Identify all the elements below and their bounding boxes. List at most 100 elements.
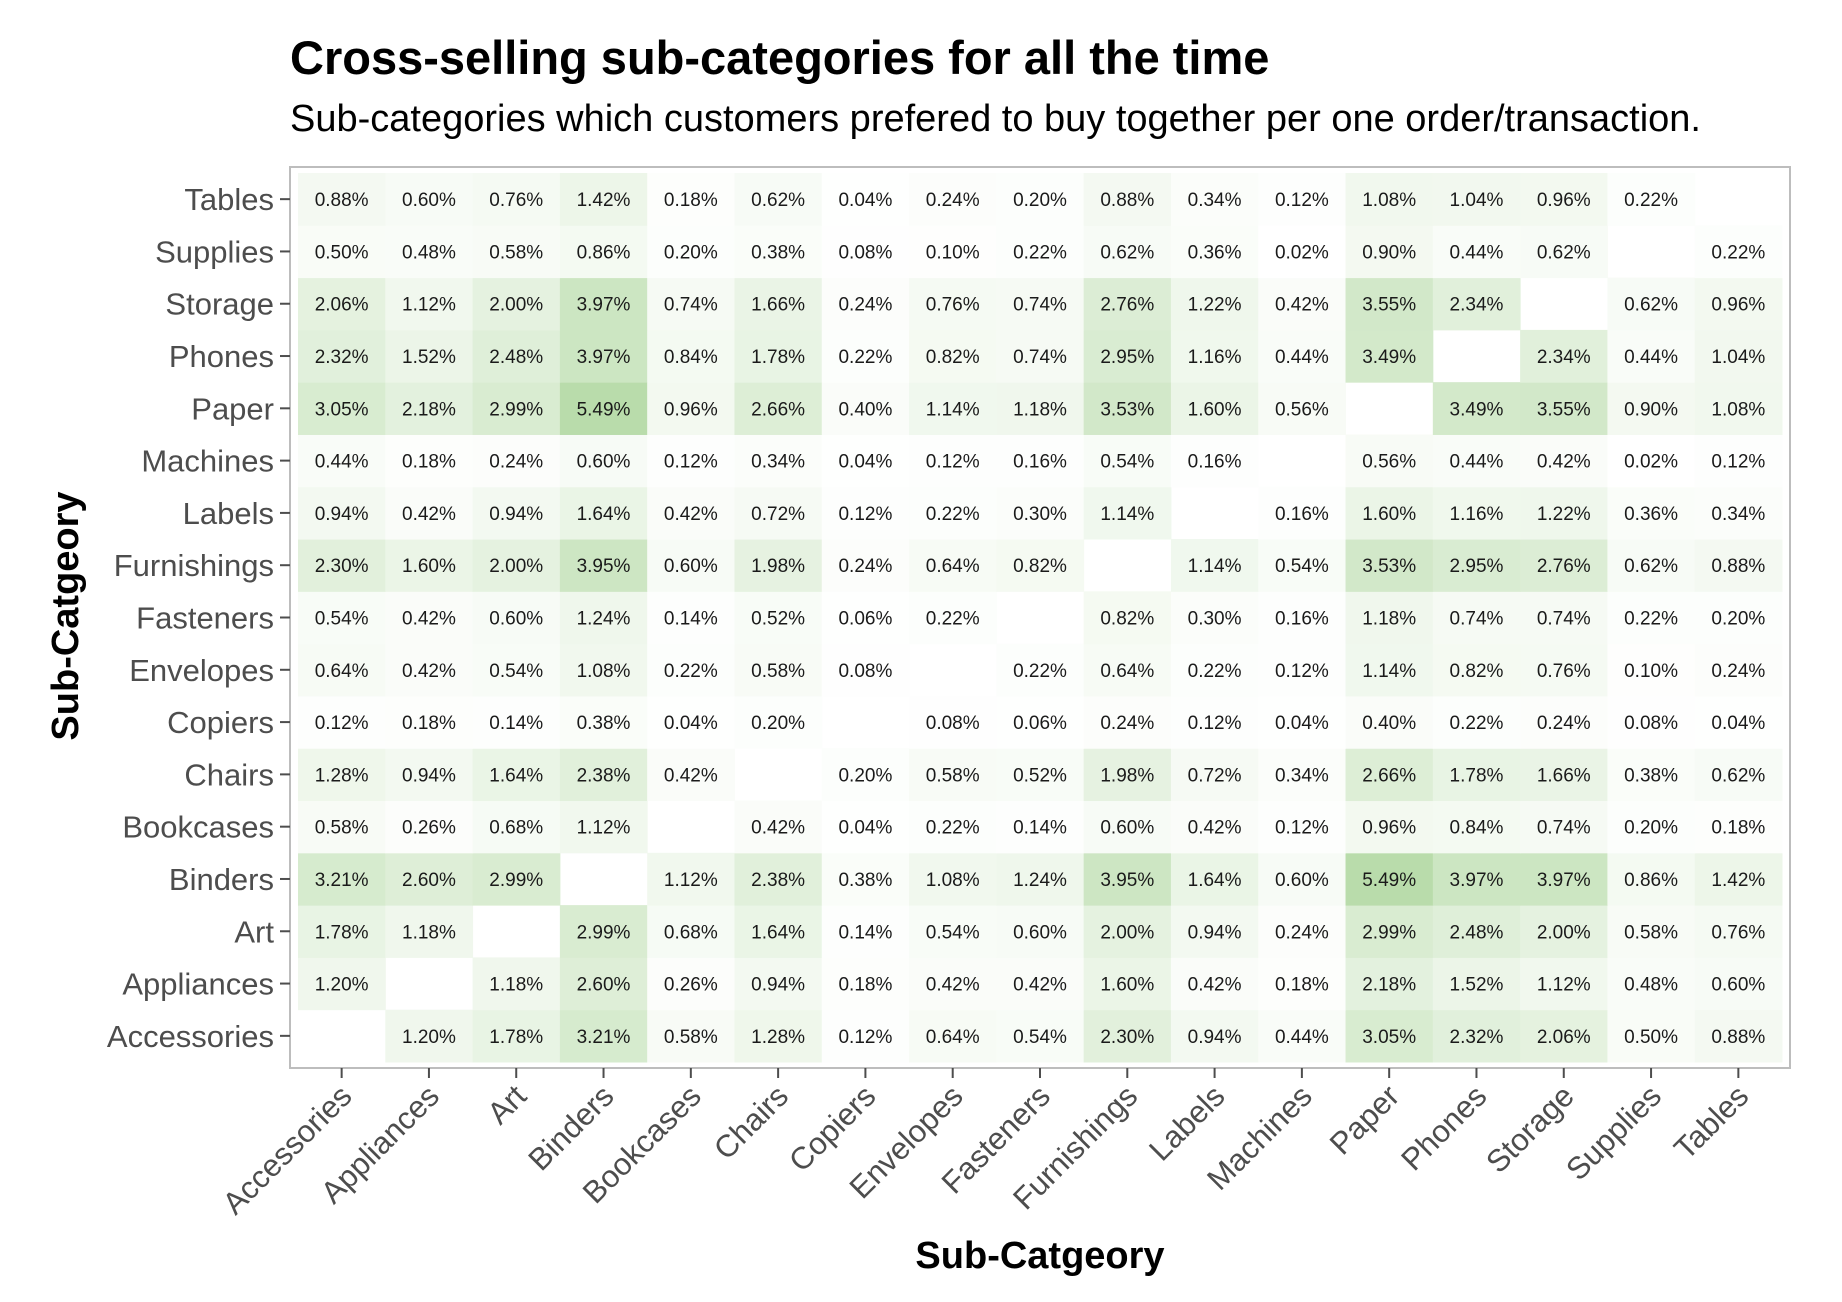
heatmap-cell (909, 695, 997, 749)
heatmap-cell (821, 434, 910, 488)
heatmap-cell (1694, 643, 1783, 697)
heatmap-cell (472, 1009, 561, 1063)
cell-value-label: 0.86% (1624, 870, 1678, 891)
heatmap-cell (1083, 329, 1172, 383)
cell-value-label: 0.42% (1188, 975, 1242, 996)
cell-value-label: 1.42% (577, 190, 631, 211)
heatmap-cell (1520, 695, 1608, 749)
heatmap-cell (647, 539, 735, 592)
heatmap-cell (1083, 434, 1172, 488)
heatmap-cell (1170, 695, 1259, 749)
heatmap-cell (385, 1009, 474, 1063)
heatmap-cell (559, 539, 648, 592)
heatmap-cell (821, 748, 910, 802)
heatmap-cell (1607, 957, 1696, 1011)
heatmap-cell (1607, 434, 1696, 488)
cell-value-label: 0.24% (1537, 713, 1591, 734)
cell-value-label: 0.60% (1100, 818, 1154, 839)
heatmap-cell (1694, 225, 1783, 279)
heatmap-cell (1432, 434, 1521, 488)
cell-value-label: 0.44% (315, 452, 369, 473)
cell-value-label: 0.62% (1624, 556, 1678, 577)
heatmap-cell (559, 486, 648, 540)
heatmap-cell (1432, 852, 1521, 906)
heatmap-cell (1432, 643, 1521, 697)
heatmap-cell (1520, 539, 1608, 592)
y-tick-label: Machines (141, 444, 274, 479)
heatmap-cell (1170, 434, 1259, 488)
chart-title: Cross-selling sub-categories for all the… (290, 31, 1270, 84)
heatmap-cell (909, 852, 997, 906)
cell-value-label: 0.96% (664, 399, 718, 420)
heatmap-cell (559, 695, 648, 749)
chart-subtitle: Sub-categories which customers prefered … (290, 98, 1701, 140)
heatmap-cell (821, 486, 910, 540)
cell-value-label: 1.64% (577, 504, 631, 525)
heatmap-cell (1607, 695, 1696, 749)
cell-value-label: 0.68% (664, 922, 718, 943)
cell-value-label: 0.26% (402, 818, 456, 839)
heatmap-cell (1083, 852, 1172, 906)
cell-value-label: 1.04% (1711, 347, 1765, 368)
heatmap-cell (909, 591, 997, 645)
heatmap-cell (472, 382, 561, 435)
cell-value-label: 0.76% (1537, 661, 1591, 682)
heatmap-cell (1432, 957, 1521, 1011)
heatmap-cell (1607, 852, 1696, 906)
heatmap-cell (385, 173, 474, 226)
cell-value-label: 1.42% (1711, 870, 1765, 891)
heatmap-cell (821, 591, 910, 645)
heatmap-cell (734, 591, 823, 645)
cell-value-label: 3.21% (577, 1027, 631, 1048)
cell-value-label: 1.18% (1013, 399, 1067, 420)
cell-value-label: 1.64% (489, 765, 543, 786)
heatmap-cell (385, 905, 474, 958)
cell-value-label: 0.90% (1624, 399, 1678, 420)
heatmap-cell (385, 434, 474, 488)
heatmap-cell (996, 277, 1085, 331)
cell-value-label: 0.22% (664, 661, 718, 682)
heatmap-cell (1432, 486, 1521, 540)
cell-value-label: 0.76% (489, 190, 543, 211)
cell-value-label: 0.62% (1624, 295, 1678, 316)
cell-value-label: 0.10% (926, 242, 980, 263)
cell-value-label: 0.42% (1188, 818, 1242, 839)
heatmap-cell (647, 695, 735, 749)
cell-value-label: 2.48% (489, 347, 543, 368)
heatmap-cell (734, 695, 823, 749)
cell-value-label: 0.42% (402, 504, 456, 525)
heatmap-cell (909, 748, 997, 802)
heatmap-cell (559, 173, 648, 226)
heatmap-cell (1345, 852, 1434, 906)
cell-value-label: 0.14% (664, 609, 718, 630)
heatmap-cell (1432, 905, 1521, 958)
cell-value-label: 1.52% (1450, 975, 1504, 996)
cell-value-label: 0.18% (664, 190, 718, 211)
heatmap-cell (996, 957, 1085, 1011)
heatmap-cell (647, 382, 735, 435)
heatmap-cell (472, 486, 561, 540)
cell-value-label: 0.72% (1188, 765, 1242, 786)
heatmap-cell (1520, 1009, 1608, 1063)
heatmap-cell (1520, 957, 1608, 1011)
cell-value-label: 2.66% (751, 399, 805, 420)
heatmap-cell (385, 591, 474, 645)
cell-value-label: 0.12% (315, 713, 369, 734)
heatmap-cell (996, 800, 1085, 854)
cell-value-label: 0.02% (1624, 452, 1678, 473)
heatmap-cell (821, 905, 910, 958)
heatmap-cell (472, 591, 561, 645)
heatmap-cell (298, 905, 386, 958)
cell-value-label: 0.60% (1013, 922, 1067, 943)
cell-value-label: 0.38% (577, 713, 631, 734)
heatmap-cell (1258, 695, 1347, 749)
cell-value-label: 0.94% (315, 504, 369, 525)
cell-value-label: 3.49% (1362, 347, 1416, 368)
heatmap-cell (1607, 905, 1696, 958)
cell-value-label: 2.30% (315, 556, 369, 577)
heatmap-cells (298, 173, 1783, 1063)
cell-value-label: 0.60% (489, 609, 543, 630)
cell-value-label: 2.95% (1450, 556, 1504, 577)
cell-value-label: 2.60% (402, 870, 456, 891)
heatmap-cell (1258, 329, 1347, 383)
